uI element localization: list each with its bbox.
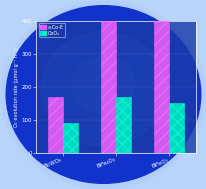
Bar	[168, 104, 183, 153]
Circle shape	[10, 9, 196, 180]
Circle shape	[6, 6, 200, 183]
Bar	[153, 0, 168, 153]
Circle shape	[14, 13, 192, 176]
Circle shape	[7, 7, 199, 182]
Bar	[48, 97, 62, 153]
Circle shape	[4, 4, 202, 185]
Circle shape	[3, 3, 203, 186]
Bar	[115, 97, 130, 153]
Circle shape	[19, 17, 187, 172]
Circle shape	[12, 11, 194, 178]
Circle shape	[16, 15, 190, 174]
Circle shape	[24, 22, 182, 167]
Circle shape	[11, 10, 195, 179]
Circle shape	[2, 2, 204, 187]
Circle shape	[6, 6, 200, 183]
Circle shape	[9, 9, 197, 180]
Circle shape	[20, 18, 186, 171]
Circle shape	[13, 12, 193, 177]
Bar	[101, 21, 115, 153]
Circle shape	[5, 5, 201, 184]
Circle shape	[72, 57, 134, 113]
Circle shape	[41, 32, 165, 146]
Circle shape	[8, 8, 198, 181]
Circle shape	[23, 21, 183, 168]
Circle shape	[25, 23, 181, 166]
Circle shape	[18, 16, 188, 173]
Legend: a-Co-E, CoOₓ: a-Co-E, CoOₓ	[39, 23, 65, 37]
Circle shape	[21, 19, 185, 170]
Circle shape	[22, 20, 184, 169]
Circle shape	[1, 1, 205, 188]
Circle shape	[15, 14, 191, 175]
Bar	[62, 123, 77, 153]
Y-axis label: O₂ evolution rate (μmol g⁻¹ h⁻¹): O₂ evolution rate (μmol g⁻¹ h⁻¹)	[14, 47, 19, 127]
